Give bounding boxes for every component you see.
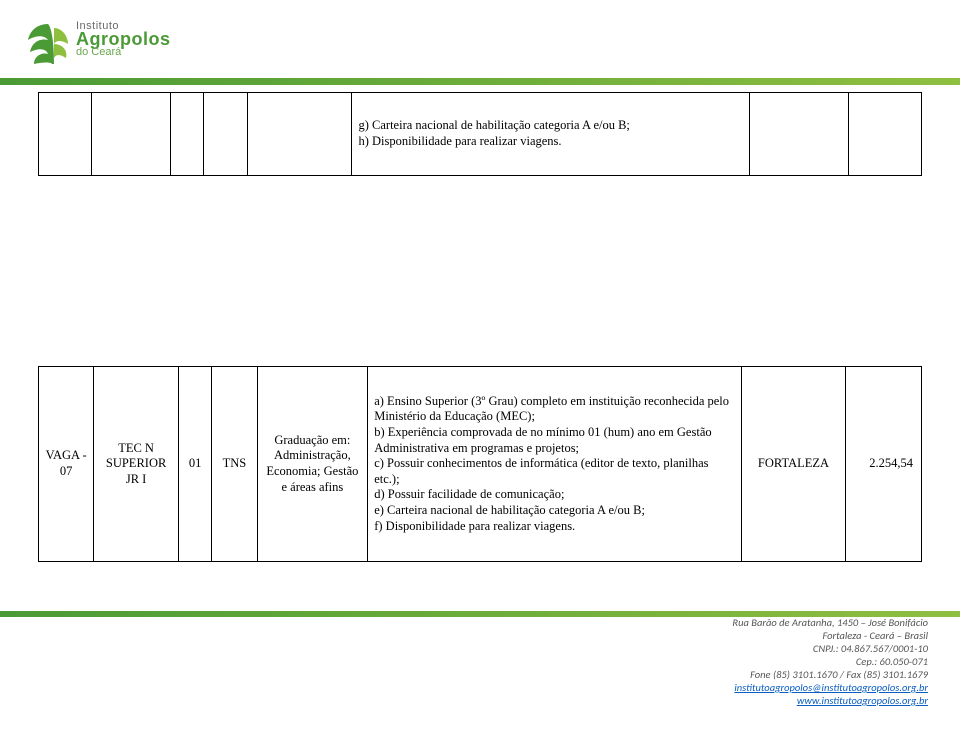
cell-local [749,93,848,176]
footer-email-link[interactable]: institutoagropolos@institutoagropolos.or… [734,681,928,694]
footer-address-1: Rua Barão de Aratanha, 1450 – José Bonif… [732,616,928,629]
table-2: VAGA - 07 TEC N SUPERIOR JR I 01 TNS Gra… [38,366,922,562]
cell-cargo [91,93,171,176]
footer-address-2: Fortaleza - Ceará – Brasil [732,629,928,642]
table-row: g) Carteira nacional de habilitação cate… [39,93,922,176]
table-1: g) Carteira nacional de habilitação cate… [38,92,922,176]
cell-grad: Graduação em: Administração, Economia; G… [257,367,368,562]
cell-requisitos: a) Ensino Superior (3º Grau) completo em… [368,367,741,562]
cell-tipo: TNS [212,367,257,562]
header-divider [0,78,960,85]
cell-cargo: TEC N SUPERIOR JR I [94,367,179,562]
logo: Instituto Agropolos do Ceará [24,18,194,74]
logo-mark [24,18,74,70]
cell-local: FORTALEZA [741,367,846,562]
footer-cnpj: CNPJ.: 04.867.567/0001-10 [732,642,928,655]
footer-cep: Cep.: 60.050-071 [732,655,928,668]
logo-text: Instituto Agropolos do Ceará [76,20,171,59]
cell-vaga [39,93,92,176]
cell-requisitos: g) Carteira nacional de habilitação cate… [352,93,749,176]
cell-salario [849,93,922,176]
cell-vaga: VAGA - 07 [39,367,94,562]
page: Instituto Agropolos do Ceará g) Carteira… [0,0,960,729]
content-area: g) Carteira nacional de habilitação cate… [38,92,922,562]
cell-qtd [171,93,204,176]
cell-qtd: 01 [178,367,211,562]
cell-grad [247,93,352,176]
logo-line-2: Agropolos [76,33,171,46]
cell-salario: 2.254,54 [846,367,922,562]
table-row: VAGA - 07 TEC N SUPERIOR JR I 01 TNS Gra… [39,367,922,562]
footer: Rua Barão de Aratanha, 1450 – José Bonif… [732,616,928,707]
cell-tipo [204,93,248,176]
footer-phone: Fone (85) 3101.1670 / Fax (85) 3101.1679 [732,668,928,681]
footer-site-link[interactable]: www.institutoagropolos.org.br [797,694,928,707]
